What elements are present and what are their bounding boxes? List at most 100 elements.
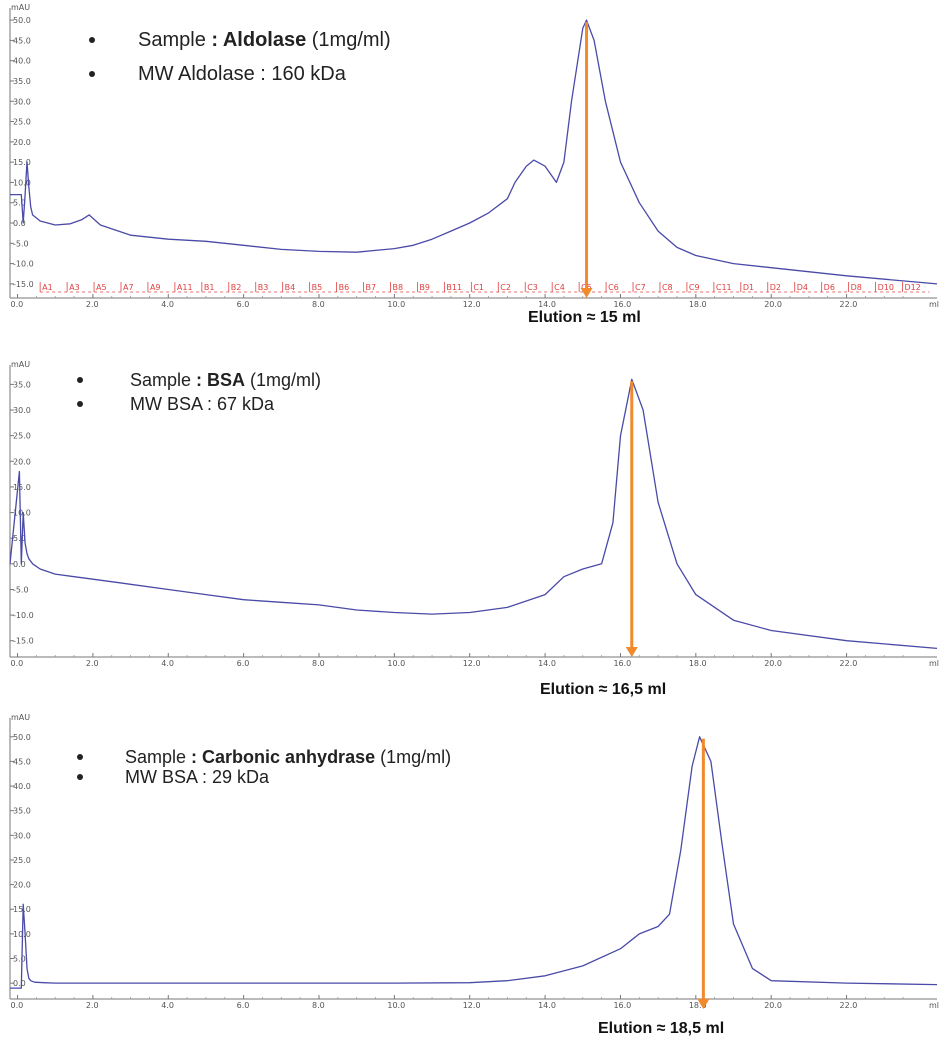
fraction-label: C4 [554, 283, 565, 292]
fraction-label: C3 [527, 283, 538, 292]
chromatogram-trace [10, 736, 938, 989]
x-axis-unit-label: ml [929, 659, 939, 668]
fraction-label: B6 [339, 283, 350, 292]
y-tick-label: 50.0 [13, 733, 31, 742]
x-tick-label: 20.0 [764, 300, 782, 309]
x-tick-label: 6.0 [237, 1001, 250, 1010]
x-tick-label: 8.0 [312, 1001, 325, 1010]
x-tick-label: 4.0 [161, 300, 174, 309]
fraction-label: C7 [635, 283, 646, 292]
y-tick-label: 25.0 [13, 856, 31, 865]
annotation-line: Sample : BSA (1mg/ml) [130, 370, 321, 390]
x-tick-label: 0.0 [11, 1001, 24, 1010]
y-tick-label: 35.0 [13, 807, 31, 816]
x-tick-label: 4.0 [161, 659, 174, 668]
chromatogram-trace [9, 378, 938, 650]
y-tick-label: 20.0 [13, 138, 31, 147]
x-tick-label: 0.0 [11, 300, 24, 309]
x-tick-label: 14.0 [538, 659, 556, 668]
x-tick-label: 22.0 [840, 300, 858, 309]
x-tick-label: 2.0 [86, 300, 99, 309]
fraction-label: C6 [608, 283, 619, 292]
fraction-label: C9 [689, 283, 700, 292]
y-tick-label: 10.0 [13, 509, 31, 518]
x-tick-label: 14.0 [538, 300, 556, 309]
fraction-label: B4 [285, 283, 296, 292]
annotation-bold: : Carbonic anhydrase [191, 747, 375, 767]
fraction-label: A3 [69, 283, 80, 292]
fraction-label: B7 [366, 283, 377, 292]
x-tick-label: 6.0 [237, 300, 250, 309]
fraction-label: D2 [770, 283, 781, 292]
x-tick-label: 20.0 [764, 1001, 782, 1010]
annotation-text: MW BSA : 29 kDa [125, 767, 270, 787]
fraction-label: A7 [123, 283, 134, 292]
y-tick-label: 30.0 [13, 97, 31, 106]
annotation-text: Sample [138, 29, 211, 51]
fraction-label: D10 [878, 283, 894, 292]
x-tick-label: 20.0 [764, 659, 782, 668]
annotation-text: (1mg/ml) [306, 29, 390, 51]
fraction-label: D8 [851, 283, 862, 292]
bullet-dot [77, 377, 83, 383]
y-tick-label: 0.0 [13, 979, 26, 988]
y-axis-unit-label: mAU [11, 3, 30, 12]
x-tick-label: 2.0 [86, 1001, 99, 1010]
x-tick-label: 22.0 [840, 659, 858, 668]
y-tick-label: 25.0 [13, 432, 31, 441]
elution-label: Elution ≈ 15 ml [528, 309, 641, 326]
x-tick-label: 14.0 [538, 1001, 556, 1010]
annotation-bold: : BSA [196, 370, 245, 390]
y-tick-label: 15.0 [13, 158, 31, 167]
annotation-text: (1mg/ml) [245, 370, 321, 390]
x-tick-label: 8.0 [312, 300, 325, 309]
fraction-label: C8 [662, 283, 673, 292]
x-tick-label: 22.0 [840, 1001, 858, 1010]
annotation-bold: : Aldolase [211, 29, 306, 51]
bullet-dot [77, 754, 83, 760]
x-tick-label: 10.0 [387, 300, 405, 309]
fraction-label: B1 [204, 283, 215, 292]
fraction-label: D4 [797, 283, 808, 292]
fraction-label: D1 [743, 283, 754, 292]
y-tick-label: 5.0 [13, 534, 26, 543]
y-tick-label: 30.0 [13, 406, 31, 415]
x-tick-label: 8.0 [312, 659, 325, 668]
elution-label: Elution ≈ 16,5 ml [540, 681, 666, 698]
fraction-label: C2 [500, 283, 511, 292]
fraction-label: D6 [824, 283, 835, 292]
annotation-text: Sample [125, 747, 191, 767]
y-tick-label: -15.0 [13, 280, 34, 289]
y-tick-label: 10.0 [13, 178, 31, 187]
y-tick-label: 0.0 [13, 219, 26, 228]
y-tick-label: 20.0 [13, 881, 31, 890]
x-tick-label: 10.0 [387, 1001, 405, 1010]
fraction-label: A1 [42, 283, 53, 292]
y-tick-label: 15.0 [13, 483, 31, 492]
y-tick-label: 30.0 [13, 831, 31, 840]
y-tick-label: 0.0 [13, 560, 26, 569]
x-tick-label: 16.0 [613, 659, 631, 668]
annotation-text: (1mg/ml) [375, 747, 451, 767]
x-tick-label: 16.0 [613, 1001, 631, 1010]
annotation-line: MW Aldolase : 160 kDa [138, 63, 347, 85]
y-tick-label: 45.0 [13, 757, 31, 766]
annotation-text: MW Aldolase : 160 kDa [138, 63, 347, 85]
fraction-label: C11 [716, 283, 732, 292]
chromatogram-trace [10, 19, 938, 285]
y-tick-label: 5.0 [13, 955, 26, 964]
fraction-label: B8 [392, 283, 403, 292]
bullet-dot [77, 774, 83, 780]
x-tick-label: 4.0 [161, 1001, 174, 1010]
y-tick-label: 15.0 [13, 905, 31, 914]
fraction-label: C1 [473, 283, 484, 292]
x-axis-unit-label: ml [929, 1001, 939, 1010]
annotation-line: Sample : Carbonic anhydrase (1mg/ml) [125, 747, 451, 767]
x-tick-label: 16.0 [613, 300, 631, 309]
x-tick-label: 18.0 [689, 300, 707, 309]
annotation-text: Sample [130, 370, 196, 390]
y-tick-label: -10.0 [13, 611, 34, 620]
x-tick-label: 6.0 [237, 659, 250, 668]
fraction-label: B11 [446, 283, 462, 292]
